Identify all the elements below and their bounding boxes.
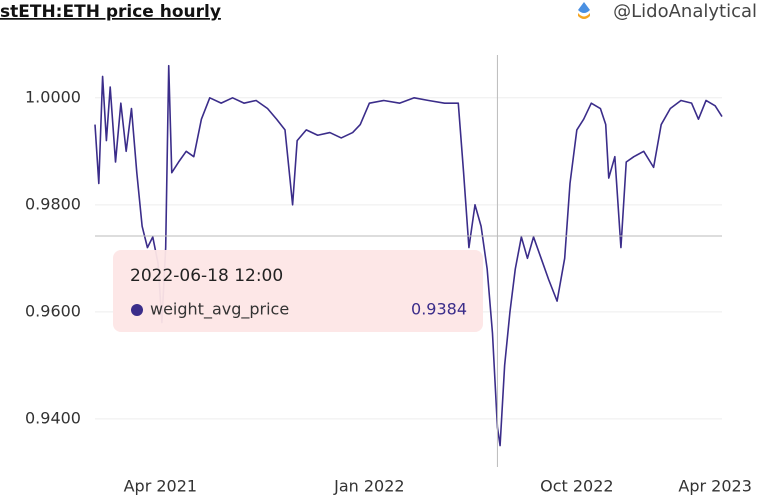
x-tick-label: Apr 2021 — [124, 477, 197, 496]
tooltip-swatch — [131, 304, 143, 316]
x-tick-label: Apr 2023 — [678, 477, 751, 496]
tooltip-series: weight_avg_price — [150, 300, 289, 320]
tooltip: 2022-06-18 12:00 weight_avg_price 0.9384 — [113, 250, 483, 332]
y-tick-label: 0.9600 — [25, 301, 81, 320]
x-tick-label: Oct 2022 — [540, 477, 613, 496]
author[interactable]: @LidoAnalytical — [613, 1, 757, 22]
tooltip-date: 2022-06-18 12:00 — [130, 266, 283, 286]
tooltip-box — [113, 250, 483, 332]
chart-title: stETH:ETH price hourly — [0, 2, 221, 22]
author-icon — [578, 2, 590, 19]
tooltip-value: 0.9384 — [411, 300, 467, 319]
x-tick-label: Jan 2022 — [333, 477, 404, 496]
y-tick-label: 0.9400 — [25, 408, 81, 427]
y-tick-label: 1.0000 — [25, 87, 81, 106]
y-tick-label: 0.9800 — [25, 194, 81, 213]
